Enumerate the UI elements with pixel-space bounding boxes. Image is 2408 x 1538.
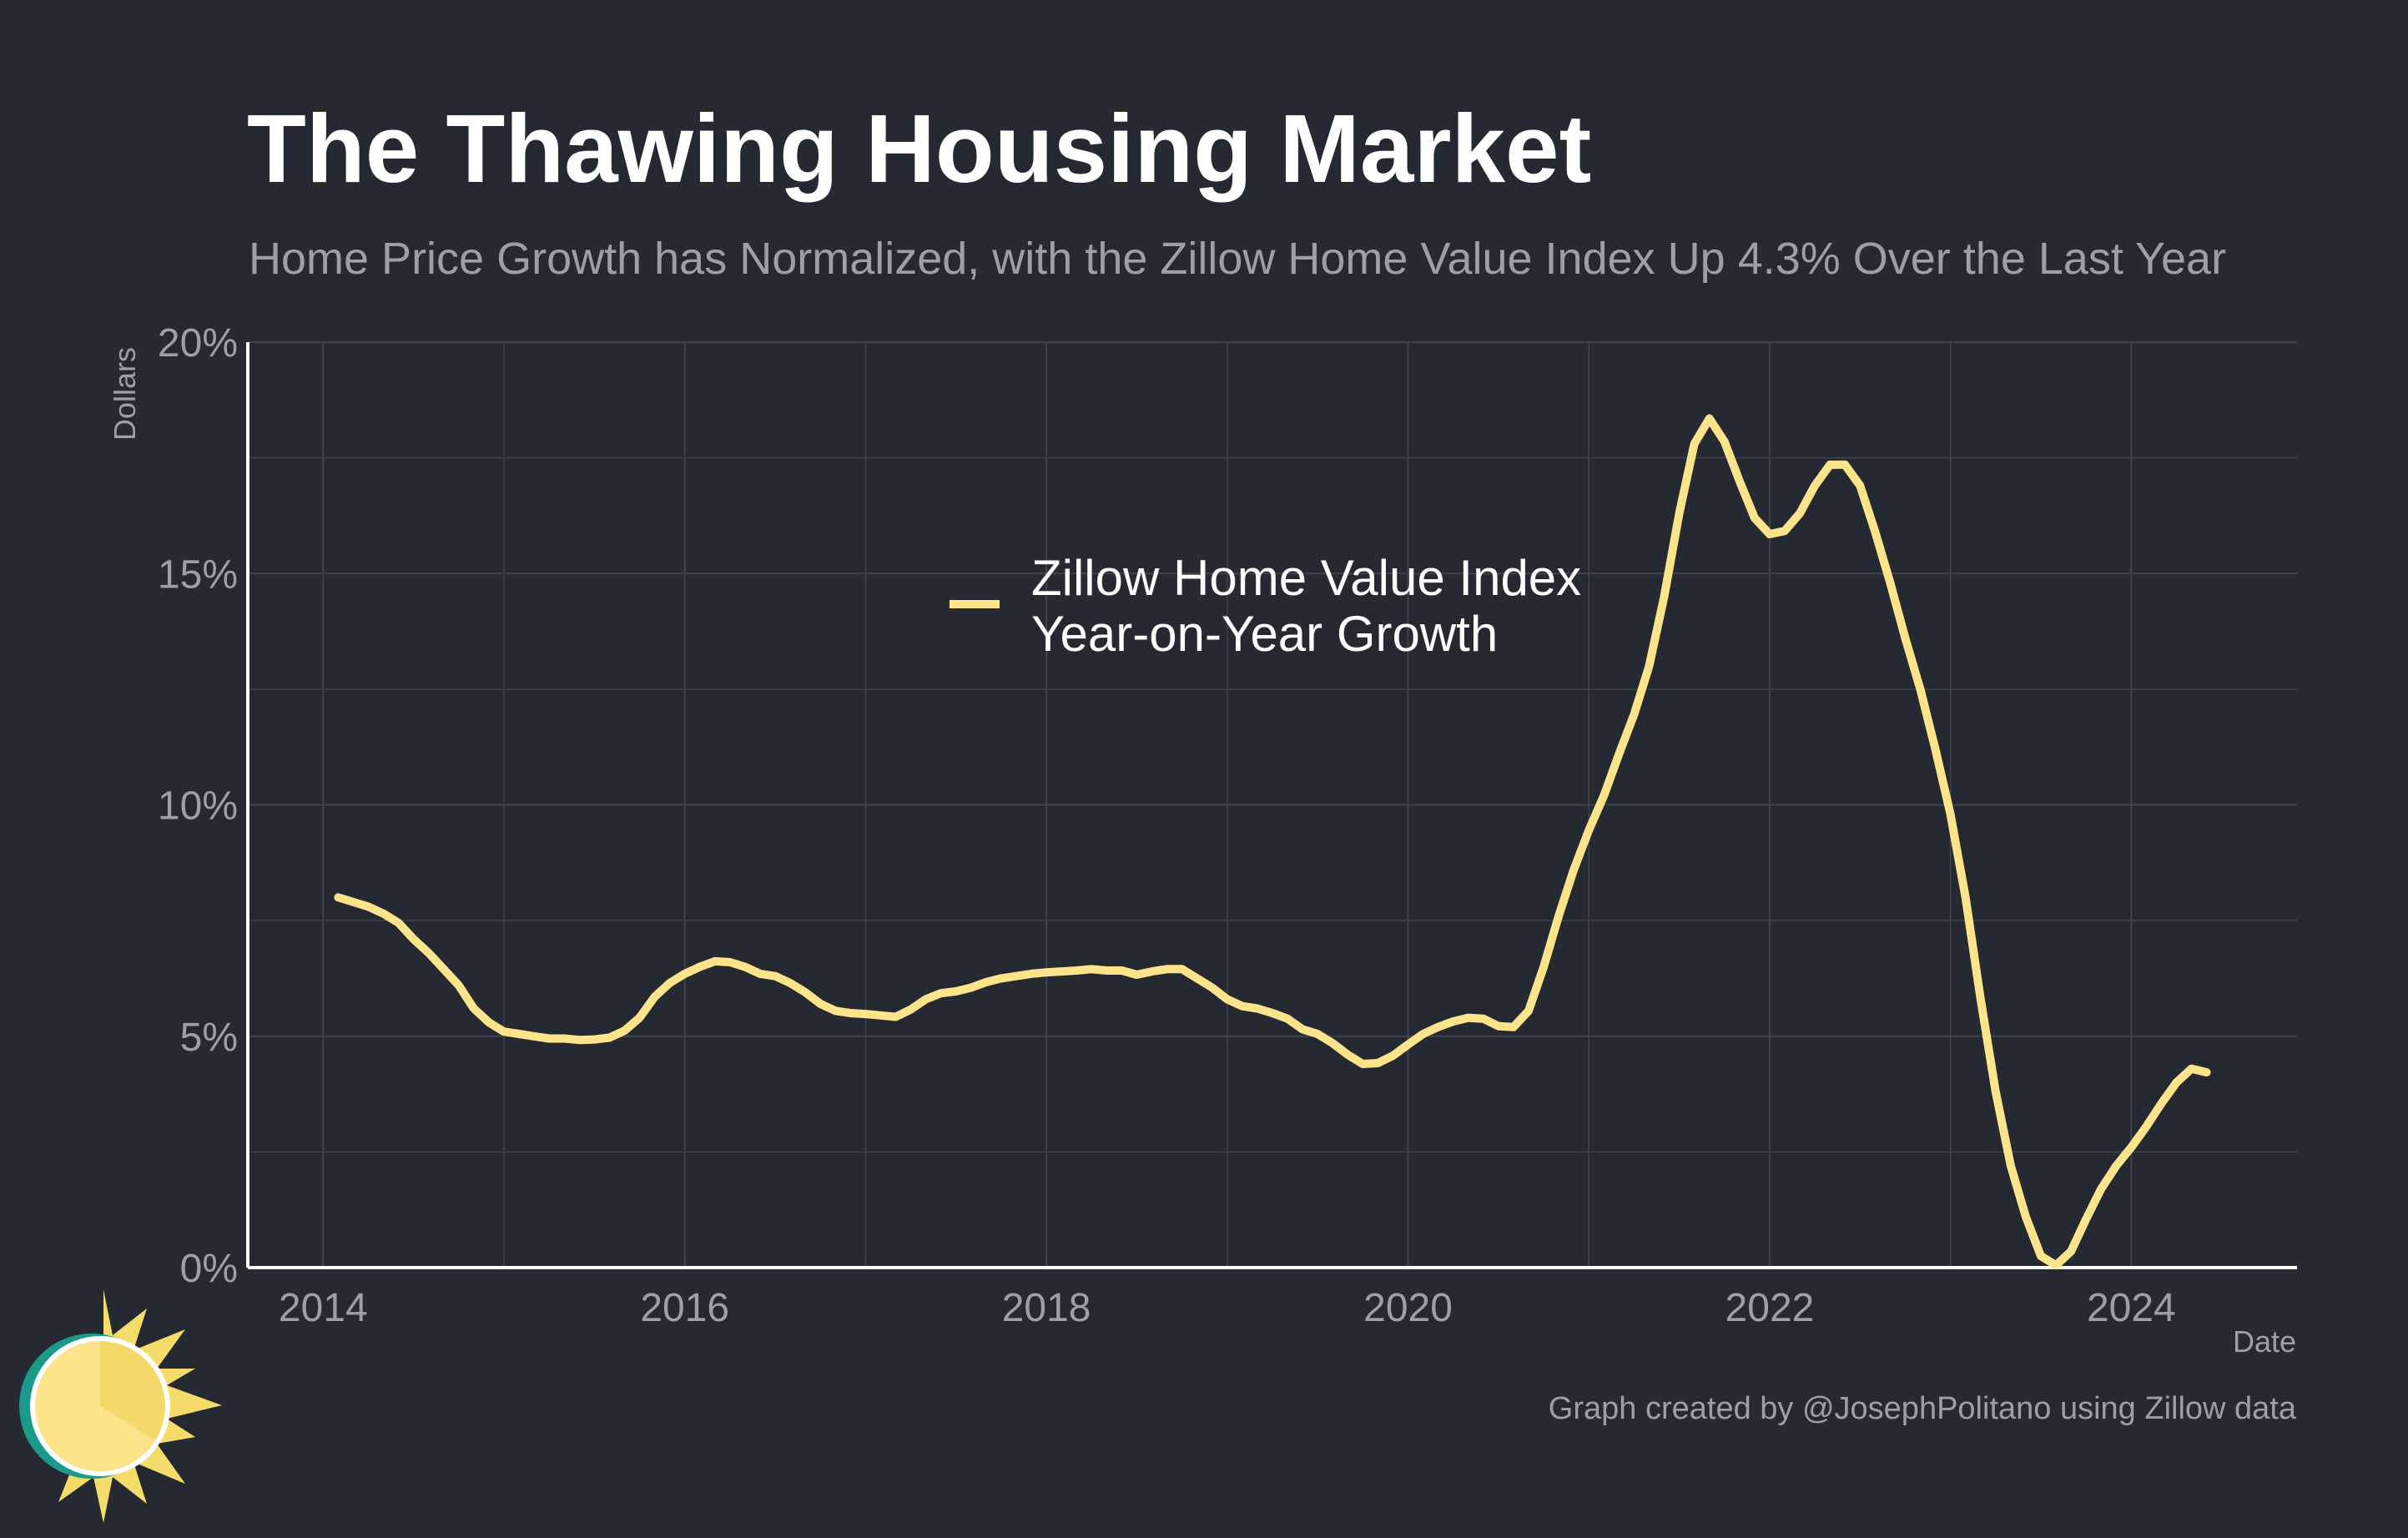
y-tick-label: 5% xyxy=(180,1016,238,1060)
y-tick-label: 0% xyxy=(180,1247,238,1291)
x-tick-labels: 2014 2016 2018 2020 2022 2024 xyxy=(279,1286,2176,1330)
x-axis-label: Date xyxy=(2233,1324,2296,1359)
chart-subtitle: Home Price Growth has Normalized, with t… xyxy=(249,234,2226,284)
legend-label: Zillow Home Value Index Year-on-Year Gro… xyxy=(1031,550,1595,662)
x-tick-label: 2022 xyxy=(1725,1286,1815,1330)
sun-logo-shade xyxy=(100,1341,165,1440)
x-tick-label: 2018 xyxy=(1002,1286,1091,1330)
x-tick-label: 2014 xyxy=(279,1286,368,1330)
grid-layer xyxy=(248,341,2297,1268)
y-tick-label: 10% xyxy=(158,784,238,829)
sun-logo-icon xyxy=(19,1289,222,1523)
legend: Zillow Home Value Index Year-on-Year Gro… xyxy=(950,550,1595,662)
chart-title: The Thawing Housing Market xyxy=(247,94,1591,203)
x-tick-label: 2016 xyxy=(640,1286,729,1330)
x-tick-label: 2020 xyxy=(1363,1286,1453,1330)
x-tick-label: 2024 xyxy=(2087,1286,2176,1330)
y-tick-labels: 0% 5% 10% 15% 20% xyxy=(158,321,238,1291)
series-line-zillow-yoy xyxy=(334,414,2211,1270)
y-tick-label: 20% xyxy=(158,321,238,366)
y-axis-label: Dollars xyxy=(108,347,142,441)
legend-label-line-2: Year-on-Year Growth xyxy=(1031,606,1498,662)
y-tick-label: 15% xyxy=(158,552,238,597)
legend-label-line-1: Zillow Home Value Index xyxy=(1031,550,1581,606)
chart-caption: Graph created by @JosephPolitano using Z… xyxy=(1549,1391,2297,1426)
